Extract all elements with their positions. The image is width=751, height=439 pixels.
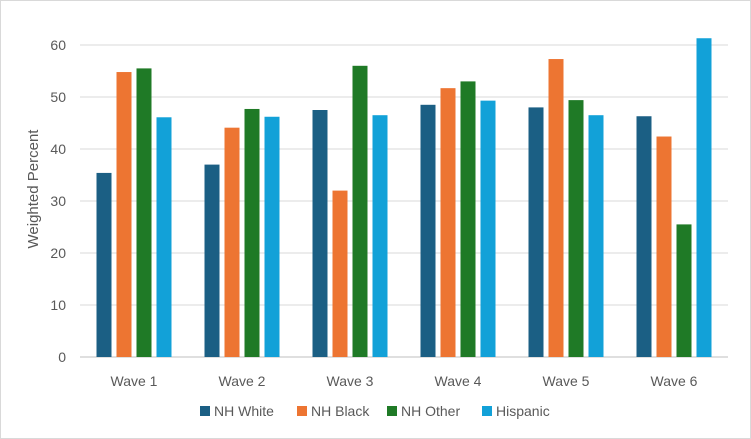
bar-nh-other-wave-2 (244, 108, 260, 358)
bar-nh-other-wave-5 (568, 100, 584, 358)
x-tick-label: Wave 2 (219, 373, 266, 389)
bar-nh-white-wave-5 (528, 107, 544, 358)
bar-hispanic-wave-3 (372, 115, 388, 357)
bar-nh-other-wave-6 (676, 224, 692, 357)
legend-label: NH White (214, 403, 274, 419)
bar-nh-white-wave-2 (204, 164, 220, 357)
legend-label: NH Black (311, 403, 370, 419)
x-tick-label: Wave 3 (327, 373, 374, 389)
y-tick-label: 50 (50, 89, 66, 105)
bar-nh-black-wave-6 (656, 136, 672, 357)
legend: NH White NH Black NH Other Hispanic (200, 403, 550, 419)
bar-hispanic-wave-1 (156, 117, 172, 357)
bar-nh-black-wave-3 (332, 190, 348, 357)
bar-nh-black-wave-4 (440, 88, 456, 357)
x-tick-label: Wave 6 (651, 373, 698, 389)
bar-nh-other-wave-3 (352, 65, 368, 358)
bar-hispanic-wave-5 (588, 115, 604, 357)
bar-nh-black-wave-2 (224, 127, 240, 358)
y-axis-label: Weighted Percent (25, 129, 42, 249)
legend-swatch (482, 406, 492, 416)
bar-nh-white-wave-1 (96, 172, 112, 357)
x-tick-label: Wave 4 (435, 373, 482, 389)
y-tick-labels: 0 10 20 30 40 50 60 (50, 37, 66, 365)
bar-hispanic-wave-2 (264, 116, 280, 357)
y-tick-label: 30 (50, 193, 66, 209)
bar-nh-other-wave-1 (136, 68, 152, 358)
y-tick-label: 10 (50, 297, 66, 313)
bar-nh-black-wave-5 (548, 59, 564, 357)
x-tick-label: Wave 1 (111, 373, 158, 389)
legend-swatch (200, 406, 210, 416)
legend-label: NH Other (401, 403, 460, 419)
y-tick-label: 60 (50, 37, 66, 53)
bar-nh-white-wave-6 (636, 116, 652, 358)
bar-nh-black-wave-1 (116, 72, 132, 357)
bar-nh-white-wave-3 (312, 110, 328, 357)
x-tick-label: Wave 5 (543, 373, 590, 389)
bars (96, 38, 712, 358)
legend-swatch (387, 406, 397, 416)
x-tick-labels: Wave 1 Wave 2 Wave 3 Wave 4 Wave 5 Wave 6 (111, 373, 698, 389)
gridlines (80, 44, 728, 358)
legend-label: Hispanic (496, 403, 550, 419)
bar-hispanic-wave-4 (480, 100, 496, 357)
legend-swatch (297, 406, 307, 416)
bar-nh-other-wave-4 (460, 81, 476, 358)
bar-hispanic-wave-6 (696, 38, 712, 358)
y-tick-label: 0 (58, 349, 66, 365)
bar-nh-white-wave-4 (420, 104, 436, 357)
y-tick-label: 40 (50, 141, 66, 157)
y-tick-label: 20 (50, 245, 66, 261)
